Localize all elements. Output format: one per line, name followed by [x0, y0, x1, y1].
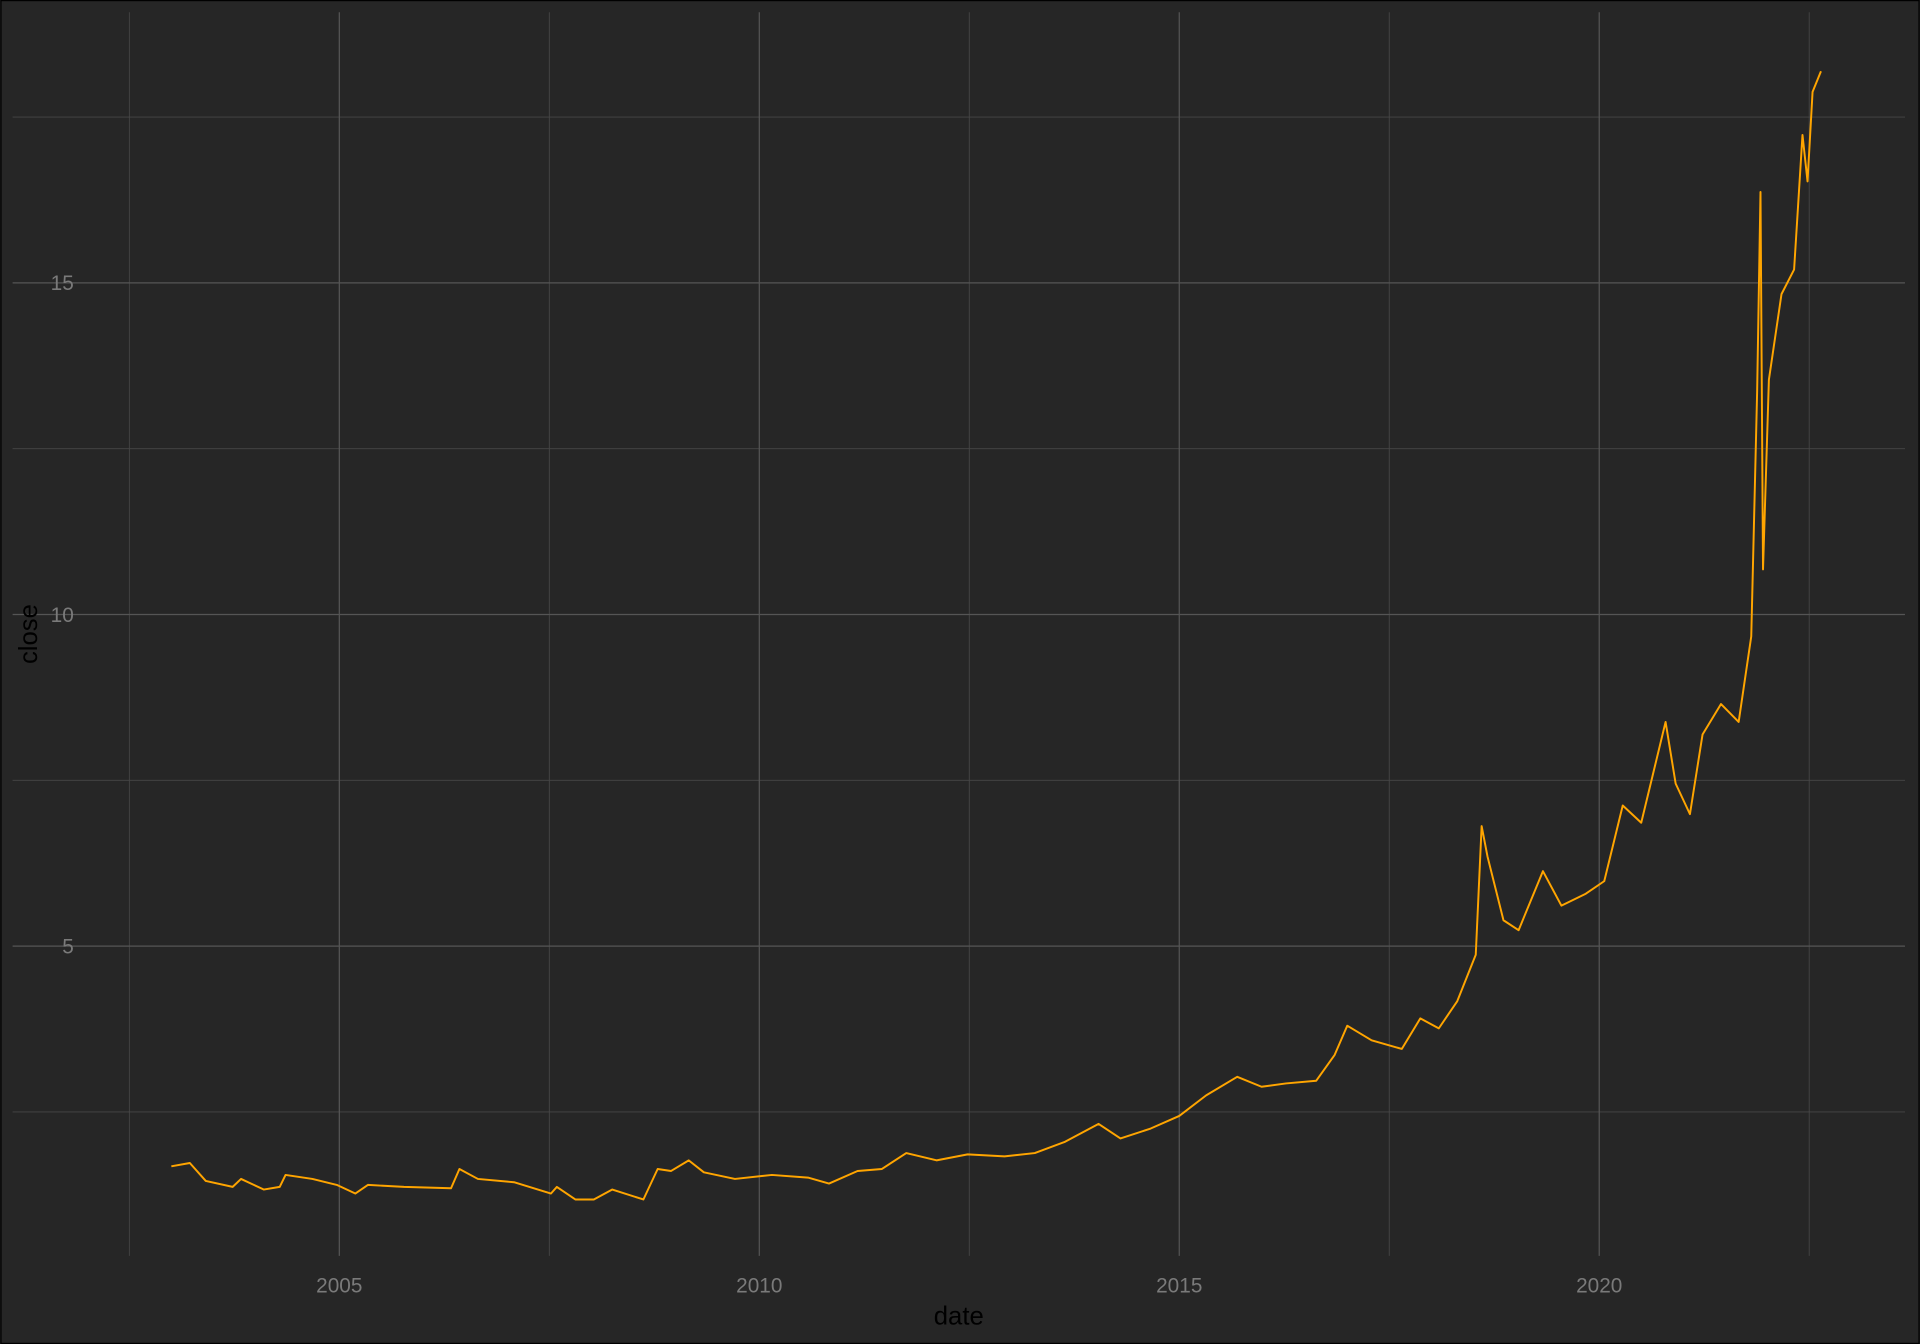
y-tick-label: 5: [62, 935, 74, 958]
y-tick-label: 15: [51, 272, 74, 295]
x-tick-label: 2015: [1156, 1275, 1202, 1298]
x-tick-label: 2010: [736, 1275, 782, 1298]
x-tick-label: 2020: [1576, 1275, 1622, 1298]
plot-area: [171, 70, 1822, 1201]
grid: [12, 12, 1905, 1256]
y-axis-title: close: [15, 604, 43, 664]
x-tick-label: 2005: [316, 1275, 362, 1298]
y-tick-label: 10: [51, 604, 74, 627]
x-axis-title: date: [934, 1302, 984, 1330]
line-series: [171, 70, 1822, 1201]
